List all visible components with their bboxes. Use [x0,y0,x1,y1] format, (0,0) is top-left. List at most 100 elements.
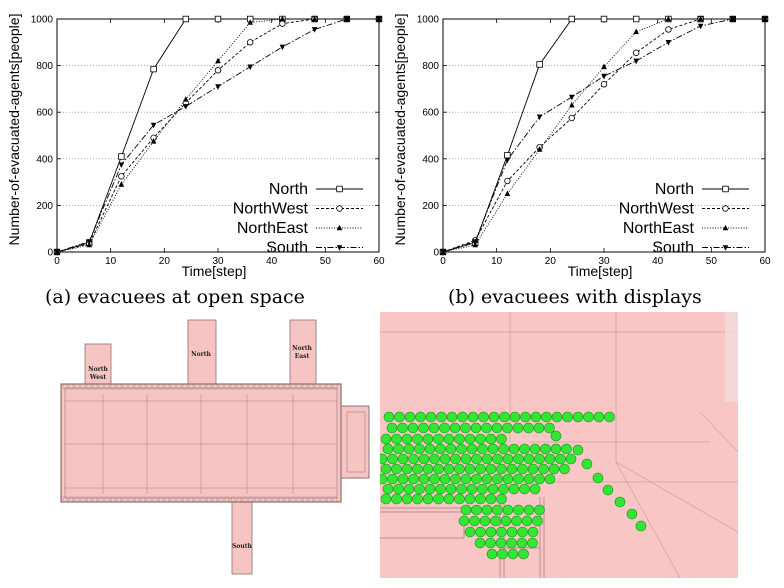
rail-bottom-seg [260,496,266,503]
chart-a-xlabel: Time[step] [182,263,247,279]
chart-a-series-north-point-4 [182,15,189,23]
agent-dot [492,473,503,485]
rail-top-seg [104,383,110,390]
agent-dot [527,463,539,475]
label-south: South [232,543,252,550]
agent-dot [428,422,440,434]
rail-bottom-seg [320,496,326,503]
chart-a-legend-northeast-label: NorthEast [237,220,309,237]
rail-bottom-seg [194,496,200,503]
agent-dot [495,537,507,549]
chart-a-xtick-label-20: 20 [159,256,171,267]
chart-b-legend-northeast-marker [722,224,729,231]
agent-dot [512,422,524,434]
agent-dot [404,411,416,423]
rail-bottom-seg [290,496,296,503]
agent-dot [424,443,436,455]
agent-dot [517,526,528,538]
agent-dot [513,504,524,516]
agent-dot [433,493,444,505]
chart-b-series-south-point-9 [730,16,736,23]
agent-dot [519,483,530,495]
agent-dot [466,483,478,495]
agent-dot [509,411,521,423]
rail-bottom-seg [266,496,272,503]
rail-top-seg [206,383,212,390]
room-north-west [84,343,112,385]
rail-bottom-seg [272,496,278,503]
agent-dot [454,463,465,475]
agent-dot [508,483,520,495]
label-north-east-2: East [295,353,310,360]
agent-dot [548,463,560,475]
chart-b-legend-northwest-label: NorthWest [619,201,695,218]
agent-dot [602,484,614,496]
chart-b-xtick-label-0: 0 [440,256,446,267]
agent-dot [516,537,528,549]
agent-dot [439,422,450,434]
chart-b-ytick-label-600: 600 [422,108,439,119]
chart-b-series-northwest-point-5 [600,81,608,88]
agent-dot [393,483,404,495]
agent-dot [456,483,467,495]
label-north-west-1: North [88,366,108,373]
chart-a-series-northeast-point-8 [311,15,318,22]
chart-b-ytick-label-0: 0 [433,248,439,259]
agent-dot [460,422,471,434]
diagonal-3 [699,411,738,453]
agent-dot [477,483,488,495]
agent-dot [534,473,545,485]
chart-a-series-south-point-3 [150,122,157,129]
agent-dot [604,411,615,423]
agent-dot [497,548,508,560]
agent-dot [471,504,482,516]
rail-top-seg [218,383,224,390]
chart-a-ylabel: Number-of-evacuated-agents[people] [6,14,22,246]
agent-dot [635,520,647,532]
rail-bottom-seg [284,496,290,503]
agent-dot [592,472,604,484]
agent-dot [443,463,455,475]
rail-bottom-seg [110,496,116,503]
agent-dot [513,473,524,485]
chart-a-series-south-point-9 [344,16,350,23]
agent-dot [471,473,482,485]
chart-b-series-south-point-5 [601,73,607,80]
rail-top-seg [86,383,92,390]
chart-b-ytick-label-1000: 1000 [417,15,440,26]
agent-dot [380,463,392,475]
agent-dot [533,422,545,434]
agent-dot [457,411,468,423]
rail-bottom-seg [218,496,224,503]
rail-top-seg [320,383,326,390]
rail-top-seg [266,383,272,390]
chart-a-series-south-point-10 [376,16,382,23]
rail-bottom-seg [116,496,122,503]
chart-a-legend-north-label: North [269,181,308,198]
rail-bottom-seg [308,496,314,503]
agent-dot [485,526,497,538]
rail-top-seg [236,383,242,390]
agent-dot [506,463,518,475]
agent-dot [529,483,541,495]
agent-dot [383,411,395,423]
rail-top-seg [194,383,200,390]
agent-dot [436,411,447,423]
rail-top-seg [248,383,254,390]
chart-b-series-north [439,15,769,256]
agent-dot [626,508,638,520]
chart-a-series-south-point-5 [215,84,221,90]
chart-a-series-northeast-point-5 [215,57,221,64]
agent-dot [412,463,423,475]
agent-dot [435,483,446,495]
chart-b-xtick-label-30: 30 [598,256,610,267]
agent-dot [401,433,413,445]
chart-b-plot-frame [442,18,766,253]
agent-dot [488,411,500,423]
diagonal-1 [615,461,738,533]
agent-dot [520,411,531,423]
label-north-east-1: North [292,345,312,352]
agent-dot [387,473,398,485]
rail-bottom-seg [140,496,146,503]
agent-dot [422,433,434,445]
